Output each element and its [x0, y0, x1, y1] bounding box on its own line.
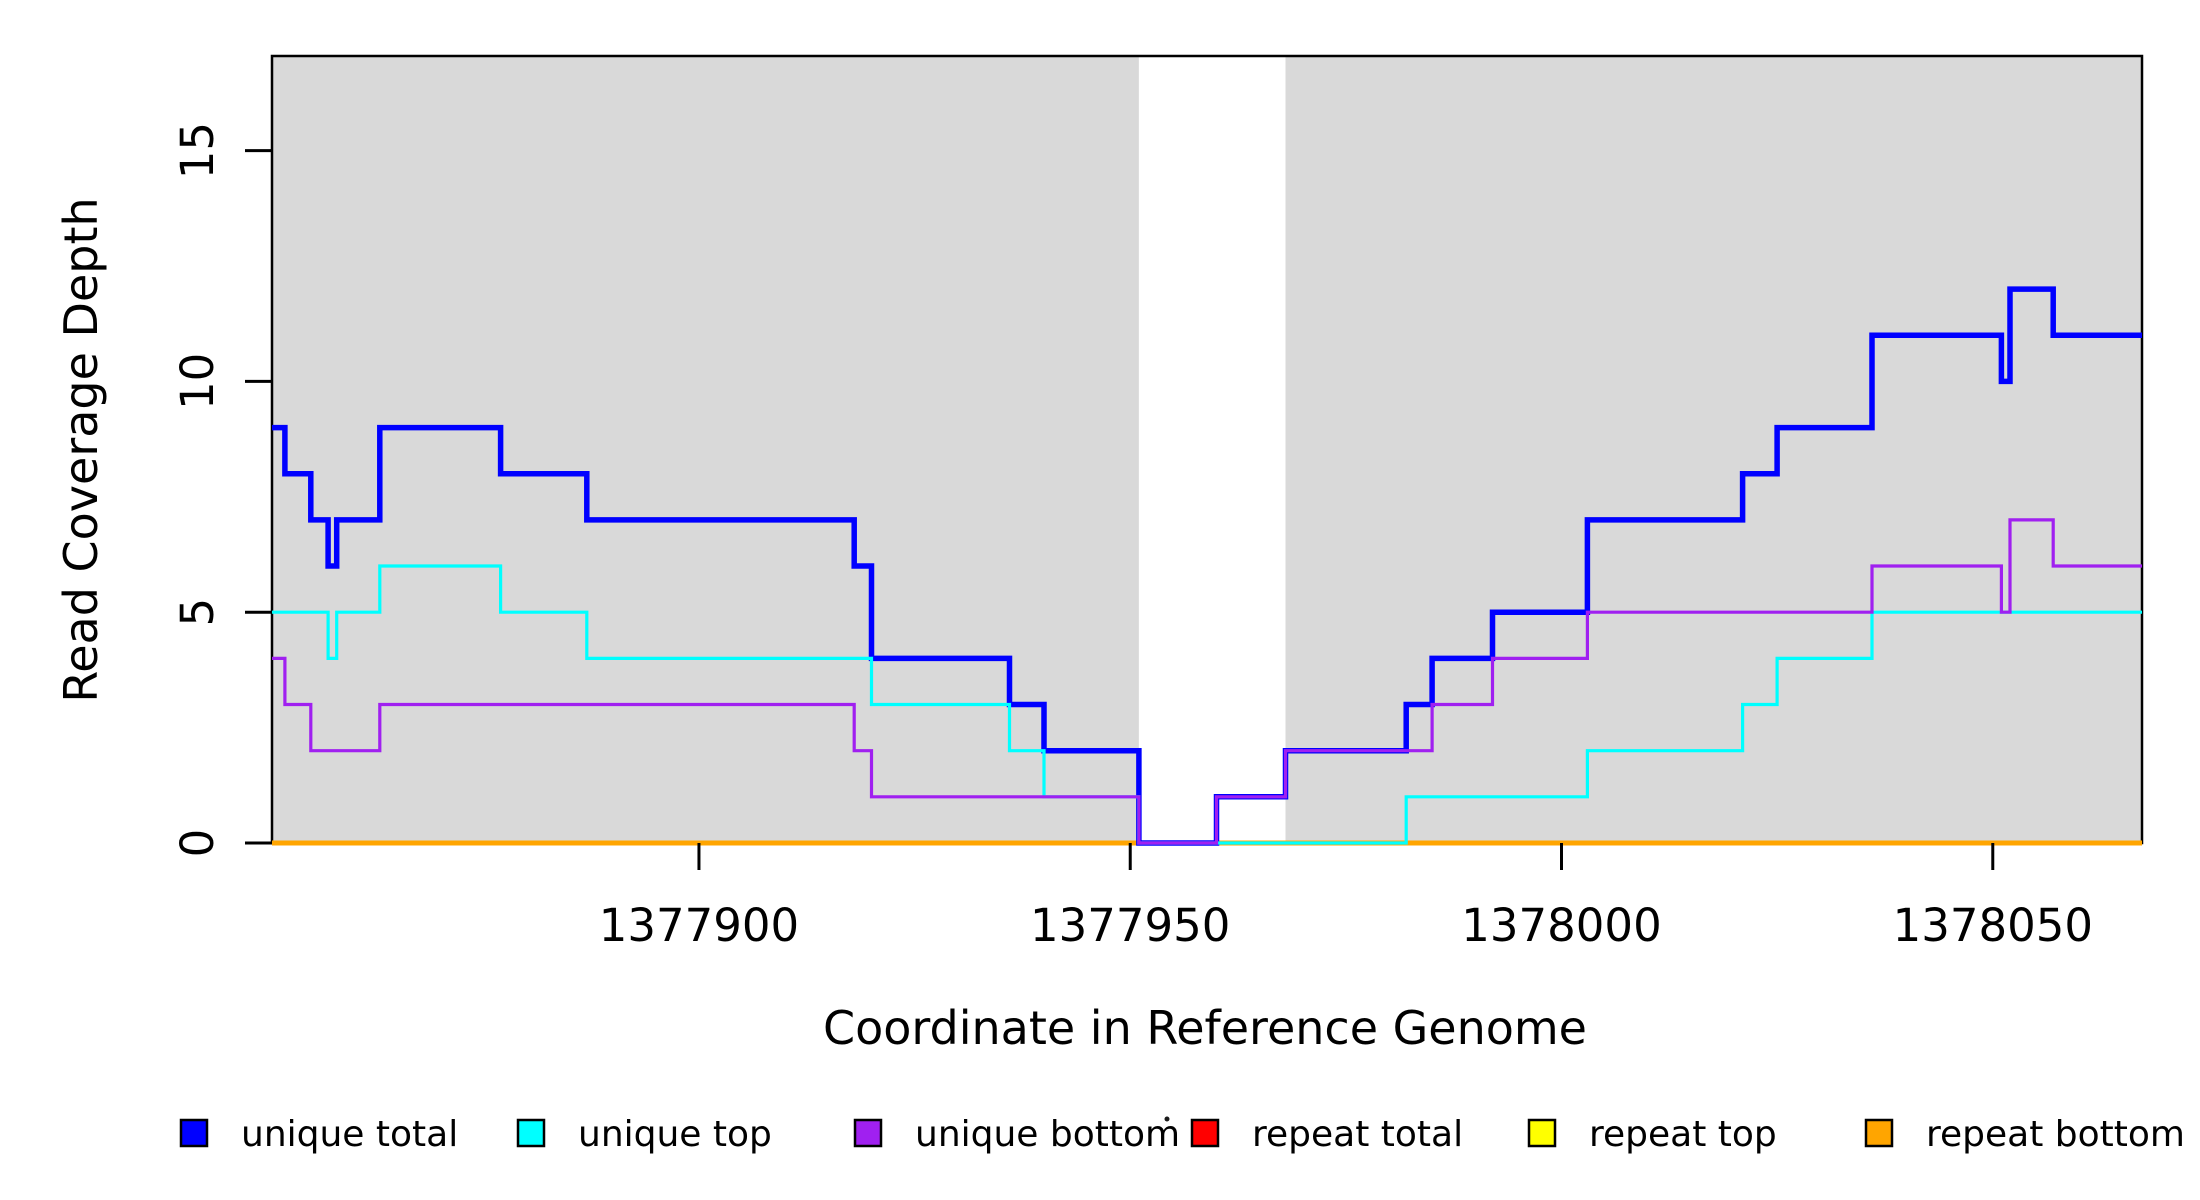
axis-layer: 1377900 1377950 1378000 1378050 0 5 10 15	[171, 122, 2093, 952]
legend-label: unique top	[578, 1114, 772, 1155]
legend-swatch	[179, 1118, 209, 1148]
x-tick-label: 1378000	[1461, 899, 1661, 952]
legend-swatch	[1527, 1118, 1557, 1148]
legend-label: repeat top	[1589, 1114, 1777, 1155]
series-line-unique-bottom	[272, 518, 2142, 845]
legend-item-unique-total: unique total	[179, 1114, 458, 1155]
y-tick-label: 15	[171, 122, 224, 179]
x-tick-label: 1378050	[1893, 899, 2093, 952]
legend-item-unique-top: unique top	[516, 1114, 772, 1155]
legend-item-repeat-bottom: repeat bottom	[1864, 1114, 2185, 1155]
legend-label: repeat total	[1252, 1114, 1463, 1155]
y-tick-label: 5	[171, 598, 224, 627]
legend-label: unique bottom	[915, 1114, 1180, 1155]
x-axis-title: Coordinate in Reference Genome	[823, 1001, 1587, 1055]
y-axis-title: Read Coverage Depth	[54, 197, 108, 702]
legend-swatch	[853, 1118, 883, 1148]
series-layer	[272, 286, 2142, 846]
legend-label: repeat bottom	[1926, 1114, 2185, 1155]
legend-label: unique total	[241, 1114, 458, 1155]
y-tick-label: 0	[171, 829, 224, 858]
legend-swatch	[516, 1118, 546, 1148]
masked-region-band	[1138, 56, 1286, 843]
y-tick-label: 10	[171, 353, 224, 410]
x-tick-label: 1377950	[1030, 899, 1230, 952]
x-tick-label: 1377900	[599, 899, 799, 952]
legend-swatch	[1190, 1118, 1220, 1148]
artifact-dot	[1164, 1116, 1170, 1122]
legend-item-unique-bottom: unique bottom	[853, 1114, 1180, 1155]
plot-background-layer	[270, 54, 2144, 845]
legend-item-repeat-top: repeat top	[1527, 1114, 1777, 1155]
legend-swatch	[1864, 1118, 1894, 1148]
legend-item-repeat-total: repeat total	[1190, 1114, 1463, 1155]
legend: unique total unique top unique bottom repea…	[179, 1114, 2185, 1155]
